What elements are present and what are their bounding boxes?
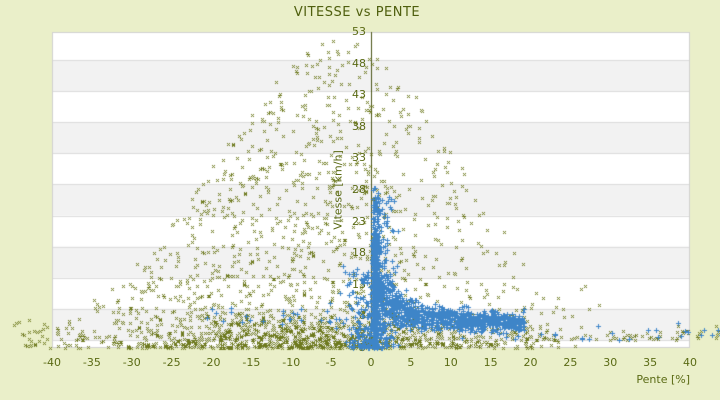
chart-page: VITESSE vs PENTE 38131823283338434853 Vi… <box>0 0 720 400</box>
scatter-points-canvas <box>0 0 720 400</box>
